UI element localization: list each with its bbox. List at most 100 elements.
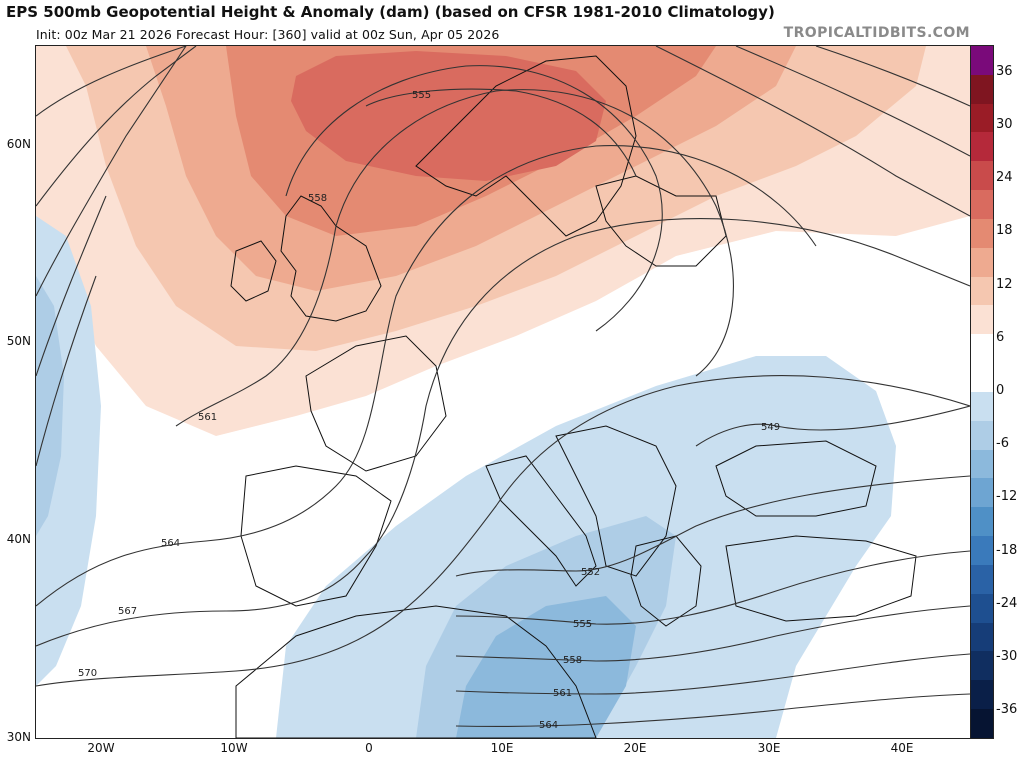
colorbar-segment (971, 449, 993, 479)
colorbar-tick-label: 12 (996, 276, 1013, 292)
colorbar-segment (971, 218, 993, 248)
colorbar-tick-label: -30 (996, 649, 1018, 665)
chart-subtitle: Init: 00z Mar 21 2026 Forecast Hour: [36… (36, 27, 500, 42)
colorbar-tick-label: 24 (996, 170, 1013, 186)
colorbar-segment (971, 536, 993, 565)
coast-balkans (555, 425, 677, 577)
lat-label-60n: 60N (6, 137, 31, 151)
colorbar-segment (971, 478, 993, 508)
contour-label: 561 (198, 412, 217, 423)
contour-east-2 (735, 46, 970, 157)
colorbar-tick-label: 6 (996, 329, 1005, 345)
lon-label-20e: 20E (623, 741, 647, 755)
colorbar-tick-label: 0 (996, 383, 1005, 398)
colorbar-segment (971, 507, 993, 537)
anomaly-pos-30 (291, 51, 606, 181)
colorbar-segment (971, 276, 993, 306)
contour-far-west-2 (36, 46, 197, 207)
contour-far-west-3 (36, 46, 187, 297)
contour-555-north (365, 88, 637, 177)
contour-far-west-1 (36, 46, 187, 117)
colorbar-tick-label: -12 (996, 489, 1018, 505)
contour-label: 561 (553, 688, 572, 699)
contour-561-south (455, 653, 970, 695)
colorbar-segment (971, 363, 993, 392)
height-contours (36, 46, 970, 727)
contour-far-west-5 (36, 275, 97, 467)
colorbar-tick-label: -36 (996, 702, 1018, 718)
colorbar-segment (971, 593, 993, 623)
colorbar-segment (971, 420, 993, 450)
coastlines (230, 55, 917, 738)
colorbar-tick-label: 30 (996, 116, 1013, 132)
contour-far-west-4 (36, 195, 107, 377)
contour-570 (36, 375, 970, 687)
contour-564-west (36, 145, 817, 607)
colorbar-segment (971, 46, 993, 75)
coast-blacksea (715, 440, 877, 517)
coast-scandinavia (415, 55, 637, 237)
lon-label-40e: 40E (890, 741, 914, 755)
contour-label: 558 (563, 655, 582, 666)
colorbar-segment (971, 651, 993, 681)
colorbar-segment (971, 247, 993, 277)
colorbar (970, 45, 994, 739)
colorbar-segment (971, 161, 993, 191)
lon-label-10w: 10W (220, 741, 248, 755)
contour-label: 552 (581, 567, 600, 578)
colorbar-tick-label: -24 (996, 595, 1018, 611)
lat-label-30n: 30N (6, 730, 31, 744)
contour-label: 564 (161, 538, 180, 549)
contour-label: 570 (78, 668, 97, 679)
colorbar-segment (971, 622, 993, 652)
map-panel: 555 558 561 564 567 570 549 552 555 558 … (35, 45, 971, 739)
lat-label-40n: 40N (6, 532, 31, 546)
colorbar-segment (971, 680, 993, 710)
contour-label: 564 (539, 720, 558, 731)
lat-label-50n: 50N (6, 334, 31, 348)
lon-label-20w: 20W (87, 741, 115, 755)
colorbar-segment (971, 334, 993, 364)
lon-label-0: 0 (365, 741, 373, 755)
credit-text: TROPICALTIDBITS.COM (783, 25, 970, 41)
contour-555-south (455, 550, 970, 625)
colorbar-segment (971, 391, 993, 421)
anomaly-neg-18 (456, 596, 636, 738)
contour-label-group: 555 558 561 564 567 570 549 552 555 558 … (78, 90, 780, 731)
coast-turkey (725, 535, 917, 622)
contour-east-3 (815, 46, 970, 107)
colorbar-segment (971, 305, 993, 335)
contour-552 (455, 475, 970, 577)
coast-africa (235, 605, 597, 738)
chart-title: EPS 500mb Geopotential Height & Anomaly … (6, 3, 775, 21)
anomaly-neg-west-inner (36, 276, 64, 536)
colorbar-segment (971, 103, 993, 133)
lon-label-10e: 10E (490, 741, 514, 755)
coast-greece (630, 535, 702, 627)
contour-east-1 (655, 46, 970, 217)
colorbar-tick-label: -18 (996, 542, 1018, 558)
coast-uk (280, 195, 382, 322)
colorbar-segment (971, 709, 993, 738)
contour-label: 549 (761, 422, 780, 433)
colorbar-segment (971, 564, 993, 594)
contour-label: 558 (308, 193, 327, 204)
contour-549 (695, 405, 970, 447)
colorbar-segment (971, 190, 993, 219)
contour-558-north (285, 65, 663, 332)
contour-label: 567 (118, 606, 137, 617)
contour-561 (175, 89, 734, 427)
coast-italy (485, 455, 597, 587)
coast-ireland (230, 240, 277, 302)
colorbar-segment (971, 74, 993, 104)
colorbar-tick-label: 18 (996, 223, 1013, 239)
contour-558-south (455, 605, 970, 662)
map-svg: 555 558 561 564 567 570 549 552 555 558 … (36, 46, 970, 738)
contour-label: 555 (412, 90, 431, 101)
colorbar-tick-label: 36 (996, 63, 1013, 79)
colorbar-tick-label: -6 (996, 436, 1009, 452)
contour-567 (36, 218, 970, 647)
coast-iberia (240, 465, 392, 607)
coast-baltic (595, 175, 727, 267)
lon-label-30e: 30E (757, 741, 781, 755)
